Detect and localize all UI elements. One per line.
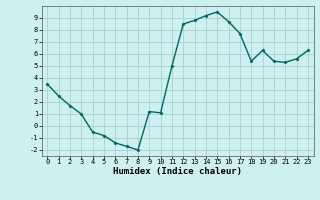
X-axis label: Humidex (Indice chaleur): Humidex (Indice chaleur) <box>113 167 242 176</box>
